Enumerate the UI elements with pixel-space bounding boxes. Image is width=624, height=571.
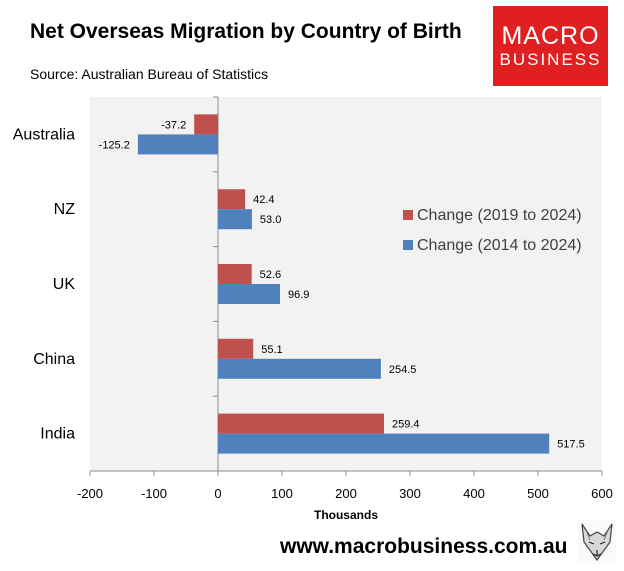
category-label: China xyxy=(33,351,75,368)
x-tick-label: 0 xyxy=(214,486,221,501)
data-label: 254.5 xyxy=(389,364,417,376)
logo-line-2: BUSINESS xyxy=(499,49,602,69)
page-title: Net Overseas Migration by Country of Bir… xyxy=(30,20,462,43)
axes: -200 -100 0 100 200 300 400 500 600 Australia NZ UK… xyxy=(13,96,613,501)
legend-label: Change (2019 to 2024) xyxy=(417,207,582,224)
category-label: NZ xyxy=(54,201,76,218)
fox-sketch-icon xyxy=(578,520,616,564)
x-tick-label: 400 xyxy=(463,486,485,501)
bars: -37.2 -125.2 42.4 53.0 52.6 96.9 55.1 254.5 259.… xyxy=(99,114,585,454)
data-label: 53.0 xyxy=(260,214,281,226)
x-tick-label: -100 xyxy=(141,486,167,501)
bar-china-series-2 xyxy=(218,358,381,379)
data-label: 42.4 xyxy=(253,194,274,206)
legend-label: Change (2014 to 2024) xyxy=(417,237,582,254)
data-label: -125.2 xyxy=(99,139,130,151)
bar-australia-series-1 xyxy=(194,114,218,135)
x-axis-title: Thousands xyxy=(314,508,378,522)
macrobusiness-logo: MACRO BUSINESS xyxy=(493,6,608,86)
bar-nz-series-2 xyxy=(218,209,252,230)
data-label: 259.4 xyxy=(392,419,420,431)
legend: Change (2019 to 2024) Change (2014 to 202… xyxy=(403,207,582,254)
bar-india-series-1 xyxy=(218,413,385,434)
logo-line-1: MACRO xyxy=(501,21,600,50)
bar-uk-series-1 xyxy=(218,264,252,284)
legend-swatch xyxy=(403,210,413,220)
legend-swatch xyxy=(403,240,413,250)
x-tick-label: 100 xyxy=(271,486,293,501)
bar-nz-series-1 xyxy=(218,189,246,210)
data-label: 96.9 xyxy=(288,289,309,301)
data-label: 517.5 xyxy=(557,439,585,451)
x-tick-label: 500 xyxy=(527,486,549,501)
bar-australia-series-2 xyxy=(137,134,218,155)
x-tick-label: 600 xyxy=(591,486,613,501)
chart-source: Source: Australian Bureau of Statistics xyxy=(30,66,269,82)
data-label: 55.1 xyxy=(261,344,282,356)
data-label: 52.6 xyxy=(260,269,281,281)
x-tick-label: 200 xyxy=(335,486,357,501)
x-tick-label: 300 xyxy=(399,486,421,501)
x-tick-label: -200 xyxy=(77,486,103,501)
category-label: India xyxy=(40,426,75,443)
data-label: -37.2 xyxy=(161,119,186,131)
bar-china-series-1 xyxy=(218,338,254,359)
plot-area xyxy=(90,97,602,471)
category-label: UK xyxy=(53,276,76,293)
bar-uk-series-2 xyxy=(218,284,281,304)
category-label: Australia xyxy=(13,126,75,143)
bar-india-series-2 xyxy=(218,433,550,454)
website-url: www.macrobusiness.com.au xyxy=(280,535,568,558)
